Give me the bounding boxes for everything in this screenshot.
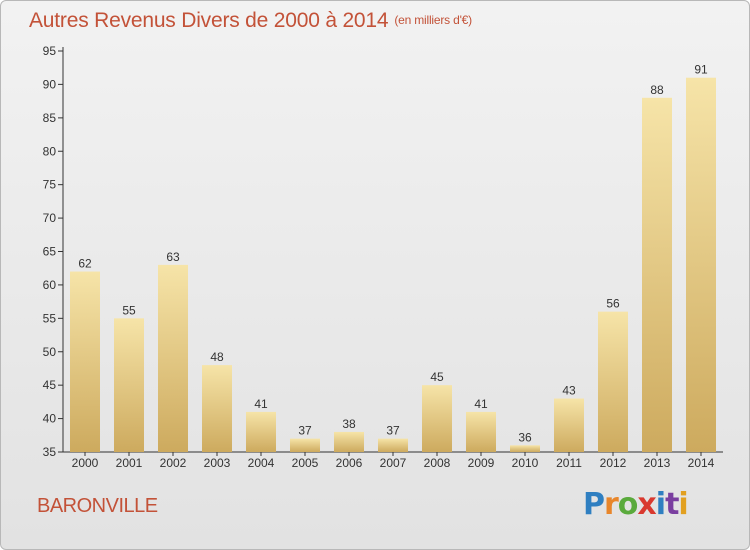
bar-value-label: 37 [298, 424, 312, 438]
bar-value-label: 36 [518, 430, 532, 444]
bar [158, 264, 188, 452]
bar [378, 438, 408, 452]
y-tick-label: 45 [43, 378, 57, 392]
bar-value-label: 62 [78, 257, 92, 271]
x-tick-label: 2011 [556, 456, 582, 470]
y-tick-label: 95 [43, 44, 57, 58]
bar-value-label: 45 [430, 370, 444, 384]
x-tick-label: 2005 [292, 456, 319, 470]
bar-value-label: 55 [122, 303, 136, 317]
proxiti-logo: Proxiti [583, 487, 689, 522]
x-tick-label: 2001 [116, 456, 143, 470]
x-tick-label: 2014 [688, 456, 715, 470]
y-tick-label: 75 [43, 178, 57, 192]
place-name: BARONVILLE [37, 495, 158, 517]
logo-letter: o [617, 487, 639, 522]
x-tick-label: 2009 [468, 456, 495, 470]
bar [202, 365, 232, 452]
chart-title: Autres Revenus Divers de 2000 à 2014 (en … [29, 9, 472, 33]
x-tick-label: 2010 [512, 456, 539, 470]
y-tick-label: 65 [43, 245, 57, 259]
bar [246, 411, 276, 452]
logo-letter: i [678, 487, 688, 522]
x-tick-label: 2007 [380, 456, 407, 470]
x-tick-label: 2000 [72, 456, 99, 470]
bar-value-label: 41 [474, 397, 488, 411]
x-tick-label: 2006 [336, 456, 363, 470]
logo-letter: P [583, 487, 605, 522]
y-tick-label: 50 [43, 345, 57, 359]
bar-value-label: 43 [562, 384, 576, 398]
y-tick-label: 60 [43, 278, 57, 292]
bar-value-label: 88 [650, 83, 664, 97]
y-tick-label: 35 [43, 445, 57, 459]
chart-title-text: Autres Revenus Divers de 2000 à 2014 [29, 9, 389, 32]
bar [422, 385, 452, 452]
x-tick-label: 2013 [644, 456, 671, 470]
bar [642, 97, 672, 453]
bar-value-label: 91 [694, 63, 708, 77]
y-tick-label: 70 [43, 211, 57, 225]
y-tick-label: 80 [43, 144, 57, 158]
x-tick-label: 2004 [248, 456, 275, 470]
bar-value-label: 38 [342, 417, 356, 431]
bar-value-label: 48 [210, 350, 224, 364]
x-tick-label: 2003 [204, 456, 231, 470]
bar [554, 398, 584, 452]
chart-unit: (en milliers d'€) [394, 13, 472, 27]
bar [686, 77, 716, 452]
logo-letter: i [655, 487, 666, 522]
y-tick-label: 85 [43, 111, 57, 125]
bar [114, 318, 144, 452]
y-tick-label: 40 [43, 412, 57, 426]
bar-value-label: 63 [166, 250, 180, 264]
bar [290, 438, 320, 452]
bar-value-label: 56 [606, 297, 620, 311]
y-tick-label: 90 [43, 77, 57, 91]
bar [334, 431, 364, 452]
logo-letter: x [637, 487, 656, 522]
bar-value-label: 41 [254, 397, 268, 411]
bar [466, 411, 496, 452]
bar [70, 271, 100, 452]
y-tick-label: 55 [43, 311, 57, 325]
x-tick-label: 2008 [424, 456, 451, 470]
logo-letter: r [604, 487, 619, 522]
bar [598, 311, 628, 452]
x-tick-label: 2012 [600, 456, 627, 470]
x-tick-label: 2002 [160, 456, 187, 470]
bar [510, 445, 540, 452]
bar-value-label: 37 [386, 424, 400, 438]
logo-letter: t [665, 487, 679, 522]
